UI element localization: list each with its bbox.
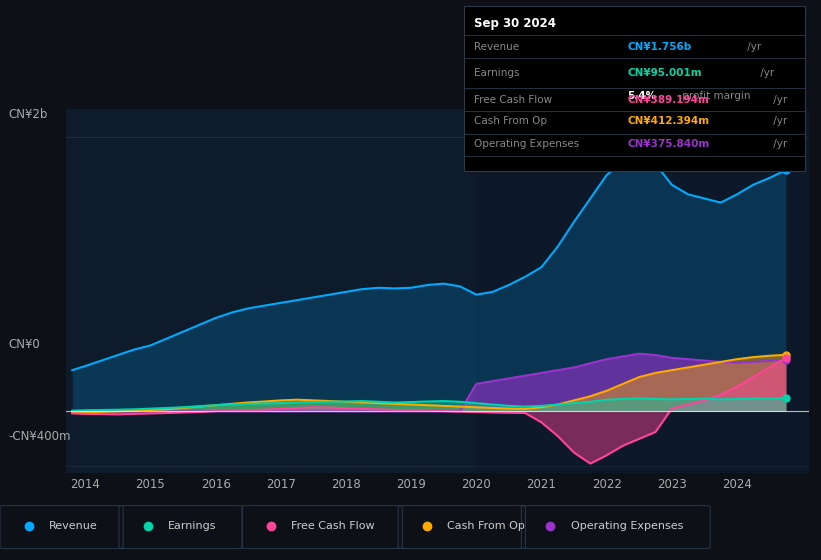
Text: /yr: /yr	[757, 68, 774, 78]
Text: -CN¥400m: -CN¥400m	[8, 430, 71, 444]
Text: /yr: /yr	[744, 42, 761, 52]
Text: Revenue: Revenue	[49, 521, 98, 531]
Text: /yr: /yr	[770, 139, 787, 150]
Text: CN¥389.194m: CN¥389.194m	[627, 95, 709, 105]
Text: Operating Expenses: Operating Expenses	[474, 139, 580, 150]
Text: Earnings: Earnings	[474, 68, 520, 78]
Text: CN¥1.756b: CN¥1.756b	[627, 42, 691, 52]
Text: CN¥2b: CN¥2b	[8, 108, 48, 122]
Bar	[476, 109, 809, 473]
Text: profit margin: profit margin	[679, 91, 750, 101]
Text: Cash From Op: Cash From Op	[447, 521, 525, 531]
Text: Revenue: Revenue	[474, 42, 519, 52]
Text: CN¥375.840m: CN¥375.840m	[627, 139, 709, 150]
Text: CN¥0: CN¥0	[8, 338, 40, 351]
Text: 5.4%: 5.4%	[627, 91, 657, 101]
Text: /yr: /yr	[770, 116, 787, 126]
Text: CN¥412.394m: CN¥412.394m	[627, 116, 709, 126]
Text: /yr: /yr	[770, 95, 787, 105]
Text: Sep 30 2024: Sep 30 2024	[474, 17, 556, 30]
Text: Operating Expenses: Operating Expenses	[571, 521, 683, 531]
Text: Cash From Op: Cash From Op	[474, 116, 547, 126]
Text: Earnings: Earnings	[168, 521, 217, 531]
Text: CN¥95.001m: CN¥95.001m	[627, 68, 702, 78]
Text: Free Cash Flow: Free Cash Flow	[474, 95, 553, 105]
Text: Free Cash Flow: Free Cash Flow	[291, 521, 375, 531]
